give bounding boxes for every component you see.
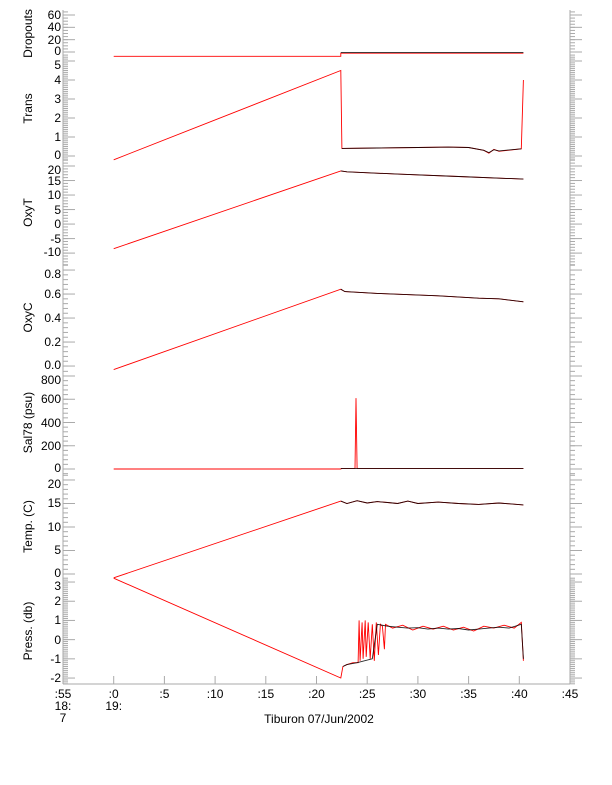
panel-1: Dropouts	[21, 9, 582, 58]
x-tick-label: :5	[144, 688, 184, 700]
y-tick-label: 5	[54, 57, 61, 72]
x-tick-label: :30	[398, 688, 438, 700]
y-tick-label: -1	[50, 651, 61, 666]
filtered-series-line	[340, 170, 524, 180]
filtered-series-line	[340, 288, 524, 303]
y-tick-label: 5	[54, 543, 61, 558]
x-tick-label: :35	[449, 688, 489, 700]
y-axis-label: OxyC	[21, 302, 35, 332]
x-tick-label-line: :20	[308, 687, 325, 701]
x-tick-label-line: :5	[159, 687, 170, 701]
y-tick-label: 40	[47, 20, 61, 35]
panel-4: OxyC	[21, 264, 582, 371]
y-tick-label: 0	[54, 632, 61, 647]
y-tick-label: -2	[50, 671, 61, 686]
y-tick-label: 200	[40, 438, 61, 453]
y-tick-label: 1	[54, 130, 61, 144]
y-tick-label: 400	[40, 415, 61, 430]
y-tick-label: 3	[54, 91, 61, 106]
y-tick-label: 0	[54, 461, 61, 475]
y-tick-label: 600	[40, 392, 61, 407]
x-tick-label-line: :30	[409, 687, 427, 701]
panel-5: Sal78 (psu)	[21, 370, 582, 475]
x-tick-label: :25	[347, 688, 387, 700]
y-tick-label: 5	[54, 202, 61, 217]
filtered-series-line	[340, 500, 524, 506]
y-axis-label: Trans	[21, 93, 35, 123]
y-tick-label: 0.0	[44, 358, 61, 373]
y-tick-label: 0.8	[44, 267, 61, 282]
filtered-series-line	[341, 146, 522, 154]
x-tick-label-line: :15	[257, 687, 275, 701]
x-tick-label-line: :0	[108, 687, 119, 701]
x-tick-label: :15	[246, 688, 286, 700]
y-tick-label: 0.6	[44, 287, 61, 302]
y-tick-label: 20	[47, 163, 61, 177]
x-tick-label: :40	[499, 688, 539, 700]
panel-2: Trans	[21, 56, 582, 161]
x-tick-label-line: 7	[59, 711, 67, 725]
raw-series-line	[113, 69, 524, 161]
y-tick-label: 0	[54, 566, 61, 580]
x-tick-label-line: :35	[460, 687, 477, 701]
x-tick-label-line: :25	[358, 687, 376, 701]
x-tick-label: :55 18: 7	[43, 688, 83, 724]
y-tick-label: -10	[43, 245, 61, 260]
raw-series-line	[113, 170, 524, 250]
panel-6: Temp. (C)	[21, 474, 582, 579]
y-tick-label: 15	[47, 173, 61, 188]
y-tick-label: 2	[54, 594, 61, 609]
y-axis-label: Press. (db)	[21, 602, 35, 661]
x-tick-label: :0 19:	[94, 688, 134, 712]
y-tick-label: 20	[47, 32, 61, 47]
y-tick-label: -5	[50, 231, 61, 246]
raw-series-line	[113, 52, 524, 57]
y-tick-label: 0	[54, 148, 61, 162]
x-tick-label-line: 19:	[105, 699, 123, 713]
x-tick-label-line: 18:	[54, 699, 72, 713]
y-tick-label: 60	[47, 7, 61, 22]
y-tick-label: 800	[40, 372, 61, 387]
y-tick-label: 3	[54, 579, 61, 594]
raw-series-line	[113, 288, 524, 371]
raw-series-line	[113, 577, 524, 679]
y-tick-label: 0	[54, 217, 61, 232]
x-tick-label: :10	[195, 688, 235, 700]
y-axis-label: Dropouts	[21, 9, 35, 58]
x-tick-label-line: :55	[54, 687, 72, 701]
y-tick-label: 10	[47, 519, 61, 534]
y-axis-label: Temp. (C)	[21, 500, 35, 553]
y-tick-label: 2	[54, 111, 61, 125]
x-tick-label: :20	[297, 688, 337, 700]
filtered-series-line	[342, 623, 524, 667]
y-tick-label: 0.4	[44, 311, 61, 326]
x-tick-label: :45	[550, 688, 590, 700]
raw-series-line	[113, 500, 524, 579]
x-tick-label-line: :40	[510, 687, 528, 701]
y-tick-label: 20	[47, 476, 61, 491]
y-tick-label: 0	[54, 44, 61, 58]
raw-series-line	[113, 398, 524, 470]
x-tick-label-line: :45	[561, 687, 579, 701]
x-axis-title: Tiburon 07/Jun/2002	[264, 712, 374, 726]
y-tick-label: 4	[54, 72, 61, 87]
x-tick-label-line: :10	[206, 687, 224, 701]
y-tick-label: 10	[47, 188, 61, 203]
y-tick-label: 1	[54, 613, 61, 628]
y-tick-label: 15	[47, 496, 61, 511]
y-tick-label: 0.2	[44, 335, 61, 350]
panel-7: Press. (db)	[21, 577, 582, 685]
y-axis-label: Sal78 (psu)	[21, 392, 35, 453]
y-axis-label: OxyT	[21, 198, 35, 227]
panel-3: OxyT	[21, 159, 582, 266]
